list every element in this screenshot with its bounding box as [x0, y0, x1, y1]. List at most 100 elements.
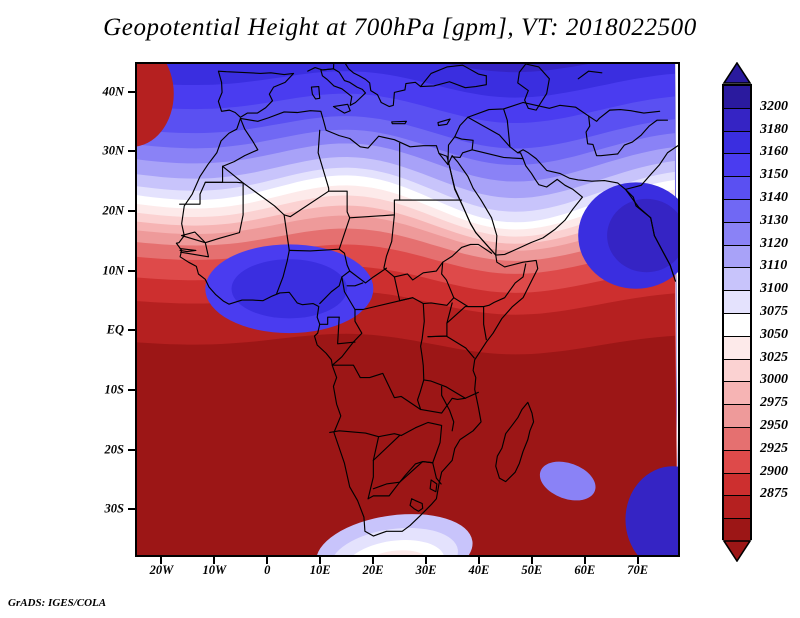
colorbar-tick-label: 3075: [760, 304, 788, 319]
attribution-footer: GrADS: IGES/COLA: [8, 597, 107, 609]
colorbar-tick-label: 3200: [760, 98, 788, 114]
y-axis-tick-label: 20N: [102, 203, 124, 218]
colorbar-tick-label: 3110: [760, 258, 788, 274]
x-axis-tick-label: 30E: [415, 563, 437, 577]
border-line: [331, 308, 363, 366]
border-line: [346, 282, 364, 287]
colorbar-swatch: [724, 268, 750, 292]
colorbar-tick-label: 3120: [760, 235, 788, 251]
border-line: [617, 119, 669, 155]
colorbar-swatch: [724, 108, 750, 132]
x-axis-tick-mark: [425, 557, 428, 564]
x-axis-tick-label: 60E: [574, 563, 596, 577]
x-axis-tick-mark: [372, 557, 375, 564]
border-line: [400, 421, 443, 464]
coastline-caspian: [517, 64, 550, 111]
y-axis-tick-label: 10S: [104, 382, 124, 397]
colorbar-swatch: [724, 496, 750, 520]
x-axis-tick-label: 10E: [309, 563, 331, 577]
y-axis-tick-mark: [128, 508, 135, 511]
y-axis-tick-mark: [128, 90, 135, 93]
border-line: [585, 115, 619, 157]
map-plot-area[interactable]: [135, 62, 680, 557]
colorbar-tick-label: 3050: [760, 326, 788, 342]
border-line: [221, 117, 259, 167]
colorbar-tick-label: 3025: [760, 349, 788, 365]
border-line: [338, 217, 351, 250]
colorbar-swatch: [724, 427, 750, 451]
border-line: [420, 391, 479, 414]
border-line: [349, 267, 388, 284]
colorbar-extend-max-arrow-icon: [722, 62, 752, 84]
border-line: [221, 129, 330, 218]
x-axis-tick-mark: [530, 557, 533, 564]
y-axis-tick-mark: [128, 389, 135, 391]
border-line: [328, 142, 401, 219]
colorbar[interactable]: 3200 3180 3160 3150 3140 3130 3120 3110 3100 3075…: [722, 62, 800, 562]
colorbar-swatch: [724, 473, 750, 497]
colorbar-tick-label: 3130: [760, 212, 788, 228]
border-line: [367, 481, 401, 500]
border-line: [179, 248, 197, 253]
x-axis-tick-mark: [160, 557, 163, 564]
x-axis-tick-mark: [266, 557, 269, 564]
border-line: [446, 305, 485, 324]
border-line: [329, 430, 402, 438]
colorbar-swatch: [724, 222, 750, 246]
border-line: [467, 116, 519, 154]
colorbar-swatch: [724, 450, 750, 474]
colorbar-tick-label: 2900: [760, 463, 788, 479]
colorbar-swatch: [724, 177, 750, 200]
x-axis-tick-label: 70E: [627, 563, 649, 577]
y-axis-tick-mark: [128, 329, 135, 332]
border-line: [180, 231, 210, 258]
y-axis-tick-label: 10N: [102, 263, 124, 278]
geopotential-height-map: [137, 64, 678, 555]
colorbar-swatch: [724, 336, 750, 360]
border-line: [429, 479, 438, 493]
contour-band: [137, 333, 678, 555]
coastline-iberia: [217, 70, 295, 118]
x-axis-tick-label: 20E: [362, 563, 384, 577]
border-line: [383, 214, 493, 281]
coastline-cyprus: [437, 118, 451, 127]
x-axis-tick-mark: [213, 557, 216, 564]
y-axis-tick-label: EQ: [106, 322, 124, 337]
coastline-sardinia: [310, 85, 321, 100]
border-line: [288, 248, 351, 305]
colorbar-tick-label: 3100: [760, 281, 788, 297]
x-axis-tick-mark: [319, 557, 322, 564]
border-line: [337, 316, 356, 345]
border-line: [276, 214, 290, 295]
border-line: [422, 460, 442, 485]
y-axis-tick-label: 40N: [102, 84, 124, 99]
border-line: [319, 316, 340, 325]
contour-band: [625, 466, 678, 555]
colorbar-tick-label: 3150: [760, 167, 788, 183]
colorbar-swatch: [724, 245, 750, 269]
coastline-caspian-east: [577, 70, 603, 80]
x-axis-tick-label: 20W: [149, 563, 174, 577]
colorbar-tick-label: 2975: [760, 395, 788, 411]
border-line: [416, 302, 425, 411]
y-axis-tick-label: 30S: [104, 501, 124, 516]
y-axis-tick-mark: [128, 210, 135, 213]
colorbar-extend-min-arrow-icon: [722, 540, 752, 562]
coastline-africa: [175, 110, 539, 537]
coastline-italy-boot: [320, 68, 367, 106]
colorbar-swatch: [724, 199, 750, 223]
coastline-crete: [391, 120, 407, 125]
border-line: [624, 145, 678, 190]
x-axis-tick-label: 10W: [202, 563, 227, 577]
colorbar-swatch: [724, 359, 750, 383]
border-line: [331, 364, 422, 411]
coastline-sicily: [332, 103, 351, 114]
colorbar-tick-label: 3000: [760, 372, 788, 388]
colorbar-tick-label: 3140: [760, 190, 788, 205]
contour-band: [137, 64, 174, 147]
border-line: [179, 165, 224, 205]
y-axis-tick-mark: [128, 269, 135, 272]
colorbar-swatch: [724, 86, 750, 109]
coastline-india-w: [624, 188, 676, 282]
